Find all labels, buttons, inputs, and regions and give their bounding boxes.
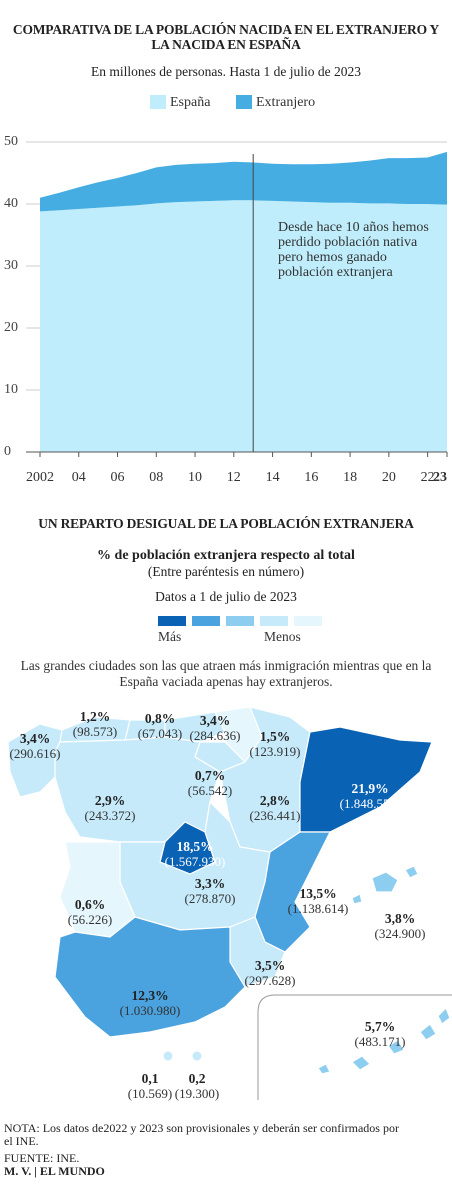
region bbox=[351, 1055, 371, 1071]
source: FUENTE: INE. bbox=[4, 1151, 80, 1165]
chart-subtitle: En millones de personas. Hasta 1 de juli… bbox=[91, 64, 361, 79]
region-pct: 3,8% bbox=[385, 911, 415, 926]
region-count: (284.636) bbox=[190, 728, 241, 743]
region-count: (1.848.556) bbox=[340, 796, 401, 811]
region-count: (278.870) bbox=[185, 891, 236, 906]
region bbox=[54, 916, 246, 1038]
legend-swatch bbox=[294, 616, 322, 626]
credit: M. V. | EL MUNDO bbox=[4, 1164, 105, 1178]
region-pct: 3,5% bbox=[255, 958, 285, 973]
region bbox=[404, 865, 419, 879]
y-tick-label: 40 bbox=[4, 196, 18, 211]
x-tick-label: 16 bbox=[304, 470, 318, 485]
map-title: UN REPARTO DESIGUAL DE LA POBLACIÓN EXTR… bbox=[38, 516, 414, 531]
region-pct: 12,3% bbox=[131, 988, 168, 1003]
region-count: (10.569) bbox=[128, 1086, 172, 1101]
region-count: (1.138.614) bbox=[288, 901, 349, 916]
legend-swatch bbox=[260, 616, 288, 626]
region bbox=[299, 726, 433, 833]
region-pct: 5,7% bbox=[365, 1019, 395, 1034]
region-count: (483.171) bbox=[355, 1034, 406, 1049]
y-tick-label: 30 bbox=[4, 258, 18, 273]
x-tick-label: 20 bbox=[382, 470, 396, 485]
legend-label: Extranjero bbox=[256, 95, 315, 110]
x-tick-label: 06 bbox=[111, 470, 125, 485]
region-pct: 3,4% bbox=[200, 713, 230, 728]
region-count: (1.567.930) bbox=[165, 854, 226, 869]
region-pct: 0,2 bbox=[189, 1071, 206, 1086]
region-pct: 1,5% bbox=[260, 729, 290, 744]
x-tick-label: 2002 bbox=[26, 470, 54, 485]
y-tick-label: 0 bbox=[4, 444, 11, 459]
region bbox=[387, 1039, 405, 1055]
region-count: (236.441) bbox=[250, 808, 301, 823]
x-tick-label: 08 bbox=[149, 470, 163, 485]
region-pct: 0,6% bbox=[75, 897, 105, 912]
region-pct: 0,7% bbox=[195, 768, 225, 783]
legend-less: Menos bbox=[264, 629, 301, 644]
region bbox=[162, 1050, 174, 1062]
map-description: Las grandes ciudades son las que atraen … bbox=[20, 658, 432, 689]
note: NOTA: Los datos de2022 y 2023 son provis… bbox=[4, 1121, 399, 1148]
region-pct: 1,2% bbox=[80, 709, 110, 724]
region-pct: 3,3% bbox=[195, 876, 225, 891]
canarias-frame bbox=[257, 994, 452, 1100]
x-tick-label: 04 bbox=[72, 470, 86, 485]
map-date: Datos a 1 de julio de 2023 bbox=[155, 589, 297, 604]
region-pct: 3,4% bbox=[20, 731, 50, 746]
region bbox=[351, 893, 363, 905]
x-tick-label: 23 bbox=[433, 470, 447, 485]
legend-swatch bbox=[150, 95, 166, 109]
region-count: (243.372) bbox=[85, 808, 136, 823]
region-pct: 21,9% bbox=[351, 781, 388, 796]
region bbox=[419, 1023, 437, 1041]
region-count: (67.043) bbox=[138, 726, 182, 741]
map-subtitle: % de población extranjera respecto al to… bbox=[97, 548, 355, 563]
legend-swatch bbox=[226, 616, 254, 626]
region-count: (56.226) bbox=[68, 912, 112, 927]
region-pct: 18,5% bbox=[176, 839, 213, 854]
region-count: (98.573) bbox=[73, 724, 117, 739]
y-tick-label: 20 bbox=[4, 320, 18, 335]
map-subtitle-2: (Entre paréntesis en número) bbox=[147, 564, 305, 579]
x-tick-label: 14 bbox=[266, 470, 280, 485]
region-pct: 2,9% bbox=[95, 793, 125, 808]
region-count: (1.030.980) bbox=[120, 1003, 181, 1018]
region-pct: 0,8% bbox=[145, 711, 175, 726]
x-tick-label: 10 bbox=[188, 470, 202, 485]
region bbox=[164, 711, 226, 743]
region-pct: 0,1 bbox=[142, 1071, 159, 1086]
legend-swatch bbox=[158, 616, 186, 626]
area bbox=[40, 200, 447, 452]
chart-title: COMPARATIVA DE LA POBLACIÓN NACIDA EN EL… bbox=[12, 22, 440, 52]
x-tick-label: 22 bbox=[421, 470, 435, 485]
region bbox=[254, 831, 331, 953]
region bbox=[437, 1006, 451, 1025]
region-count: (56.542) bbox=[188, 783, 232, 798]
legend-label: España bbox=[170, 95, 211, 110]
region-count: (290.616) bbox=[10, 746, 61, 761]
area bbox=[40, 151, 447, 212]
y-tick-label: 10 bbox=[4, 382, 18, 397]
legend-more: Más bbox=[158, 629, 181, 644]
annotation: Desde hace 10 años hemos perdido poblaci… bbox=[278, 220, 429, 280]
y-tick-label: 50 bbox=[4, 134, 18, 149]
region-pct: 13,5% bbox=[299, 886, 336, 901]
region bbox=[191, 1050, 203, 1062]
region bbox=[371, 871, 399, 893]
region bbox=[317, 1063, 331, 1075]
legend-swatch bbox=[236, 95, 252, 109]
legend-swatch bbox=[192, 616, 220, 626]
region-count: (123.919) bbox=[250, 744, 301, 759]
region-pct: 2,8% bbox=[260, 793, 290, 808]
region-count: (324.900) bbox=[375, 926, 426, 941]
x-tick-label: 18 bbox=[343, 470, 357, 485]
region-count: (19.300) bbox=[175, 1086, 219, 1101]
x-tick-label: 12 bbox=[227, 470, 241, 485]
region-count: (297.628) bbox=[245, 973, 296, 988]
